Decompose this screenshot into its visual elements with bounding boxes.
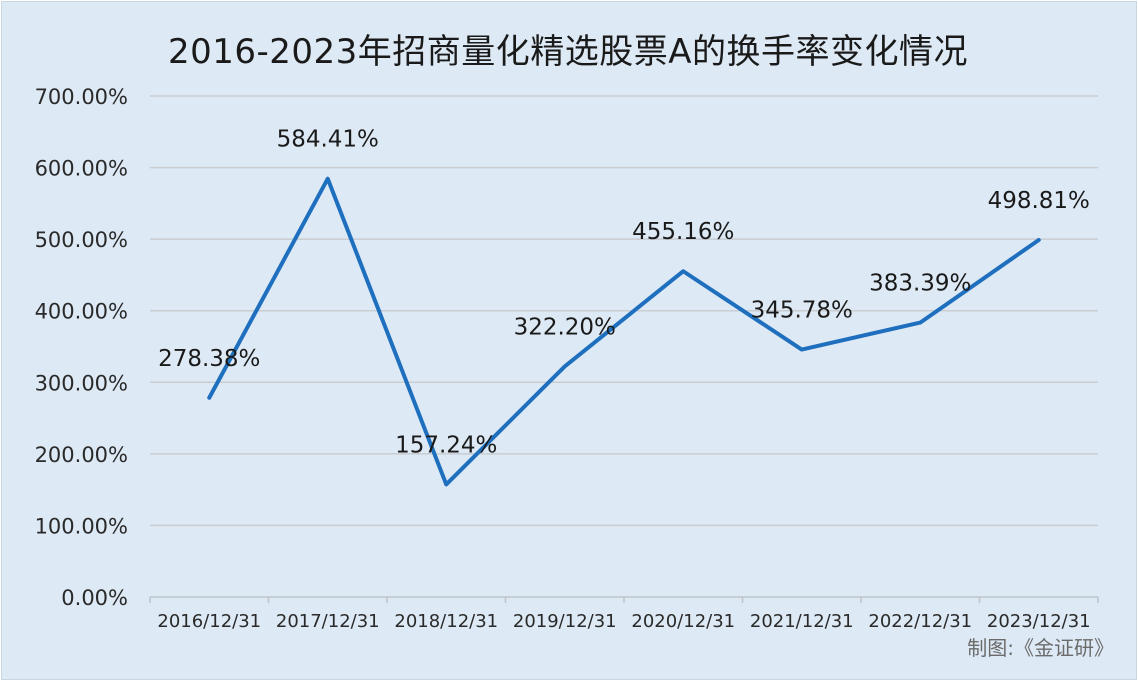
data-label: 584.41% (277, 127, 379, 153)
x-tick-label: 2021/12/31 (750, 611, 854, 632)
data-label: 383.39% (869, 271, 971, 297)
x-tick-label: 2023/12/31 (987, 611, 1091, 632)
y-tick-label: 600.00% (35, 157, 128, 181)
y-tick-label: 300.00% (35, 371, 128, 395)
x-tick-label: 2022/12/31 (868, 611, 972, 632)
x-tick-label: 2020/12/31 (631, 611, 735, 632)
data-label: 157.24% (395, 432, 497, 458)
chart-title: 2016-2023年招商量化精选股票A的换手率变化情况 (167, 32, 969, 72)
y-tick-label: 700.00% (35, 85, 128, 109)
y-tick-label: 500.00% (35, 228, 128, 252)
x-tick-label: 2018/12/31 (394, 611, 498, 632)
y-tick-label: 400.00% (35, 300, 128, 324)
data-label: 322.20% (514, 314, 616, 340)
x-tick-label: 2017/12/31 (276, 611, 380, 632)
y-tick-label: 200.00% (35, 443, 128, 467)
data-label: 278.38% (158, 346, 260, 372)
y-tick-label: 100.00% (35, 514, 128, 538)
x-tick-label: 2016/12/31 (157, 611, 261, 632)
data-label: 345.78% (751, 298, 853, 324)
data-label: 455.16% (632, 219, 734, 245)
series-line (207, 176, 1041, 487)
x-tick-label: 2019/12/31 (513, 611, 617, 632)
data-label: 498.81% (988, 188, 1090, 214)
credit-text: 制图:《金证研》 (967, 636, 1114, 660)
y-tick-label: 0.00% (61, 586, 128, 610)
